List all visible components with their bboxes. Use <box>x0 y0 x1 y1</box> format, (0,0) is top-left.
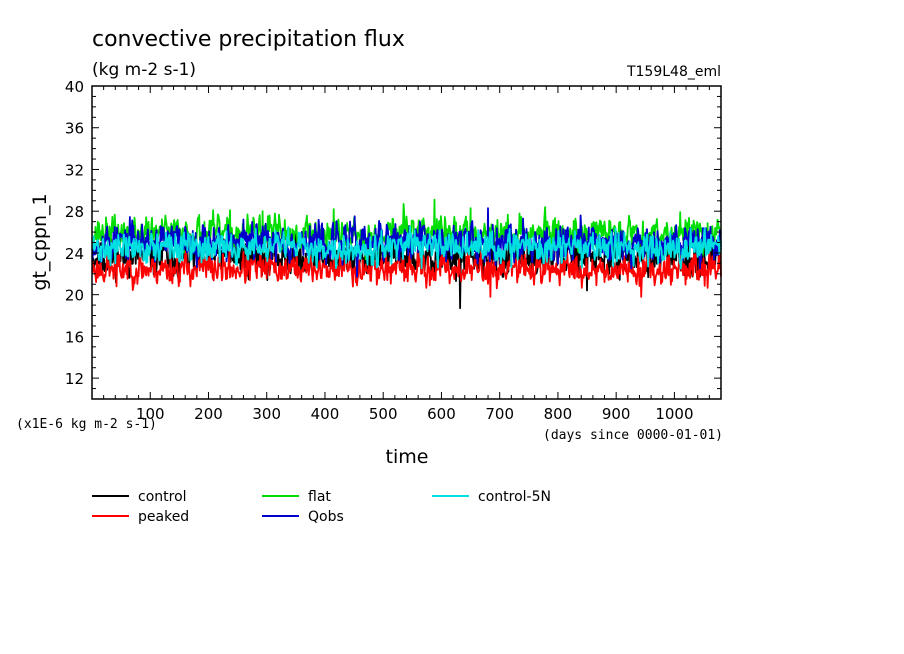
x-tick-label: 800 <box>544 405 573 423</box>
legend: control peaked flat Qobs control-5N <box>92 489 551 525</box>
x-axis-label: time <box>386 446 429 468</box>
y-tick-label: 36 <box>65 120 84 138</box>
y-tick-label: 20 <box>65 287 84 305</box>
chart-title: convective precipitation flux <box>92 27 405 52</box>
y-tick-label: 16 <box>65 328 84 346</box>
y-tick-label: 32 <box>65 161 84 179</box>
y-tick-label: 28 <box>65 203 84 221</box>
legend-label-control-5n: control-5N <box>478 489 551 505</box>
y-tick-label: 40 <box>65 78 84 96</box>
series-line-control-5n <box>91 225 722 270</box>
chart-subtitle: (kg m-2 s-1) <box>92 60 196 80</box>
x-tick-label: 100 <box>136 405 165 423</box>
y-tick-label: 12 <box>65 370 84 388</box>
x-unit-note: (days since 0000-01-01) <box>543 428 723 443</box>
x-axis: 100 200 300 400 500 600 700 800 900 1000 <box>103 86 722 423</box>
y-tick-label: 24 <box>65 245 84 263</box>
legend-label-control: control <box>138 489 187 505</box>
x-tick-label: 1000 <box>655 405 693 423</box>
legend-label-flat: flat <box>308 489 331 505</box>
x-tick-label: 900 <box>602 405 631 423</box>
x-tick-label: 500 <box>369 405 398 423</box>
series-layer <box>91 198 722 310</box>
y-axis: 12 16 20 24 28 32 36 40 <box>65 78 721 400</box>
x-tick-label: 700 <box>485 405 514 423</box>
x-tick-label: 600 <box>427 405 456 423</box>
run-label: T159L48_eml <box>626 64 721 80</box>
x-tick-label: 300 <box>252 405 281 423</box>
y-axis-label: gt_cppn_1 <box>29 193 51 290</box>
legend-label-qobs: Qobs <box>308 509 344 525</box>
x-tick-label: 400 <box>311 405 340 423</box>
x-tick-label: 200 <box>194 405 223 423</box>
y-unit-note: (x1E-6 kg m-2 s-1) <box>16 417 157 432</box>
legend-label-peaked: peaked <box>138 509 189 525</box>
